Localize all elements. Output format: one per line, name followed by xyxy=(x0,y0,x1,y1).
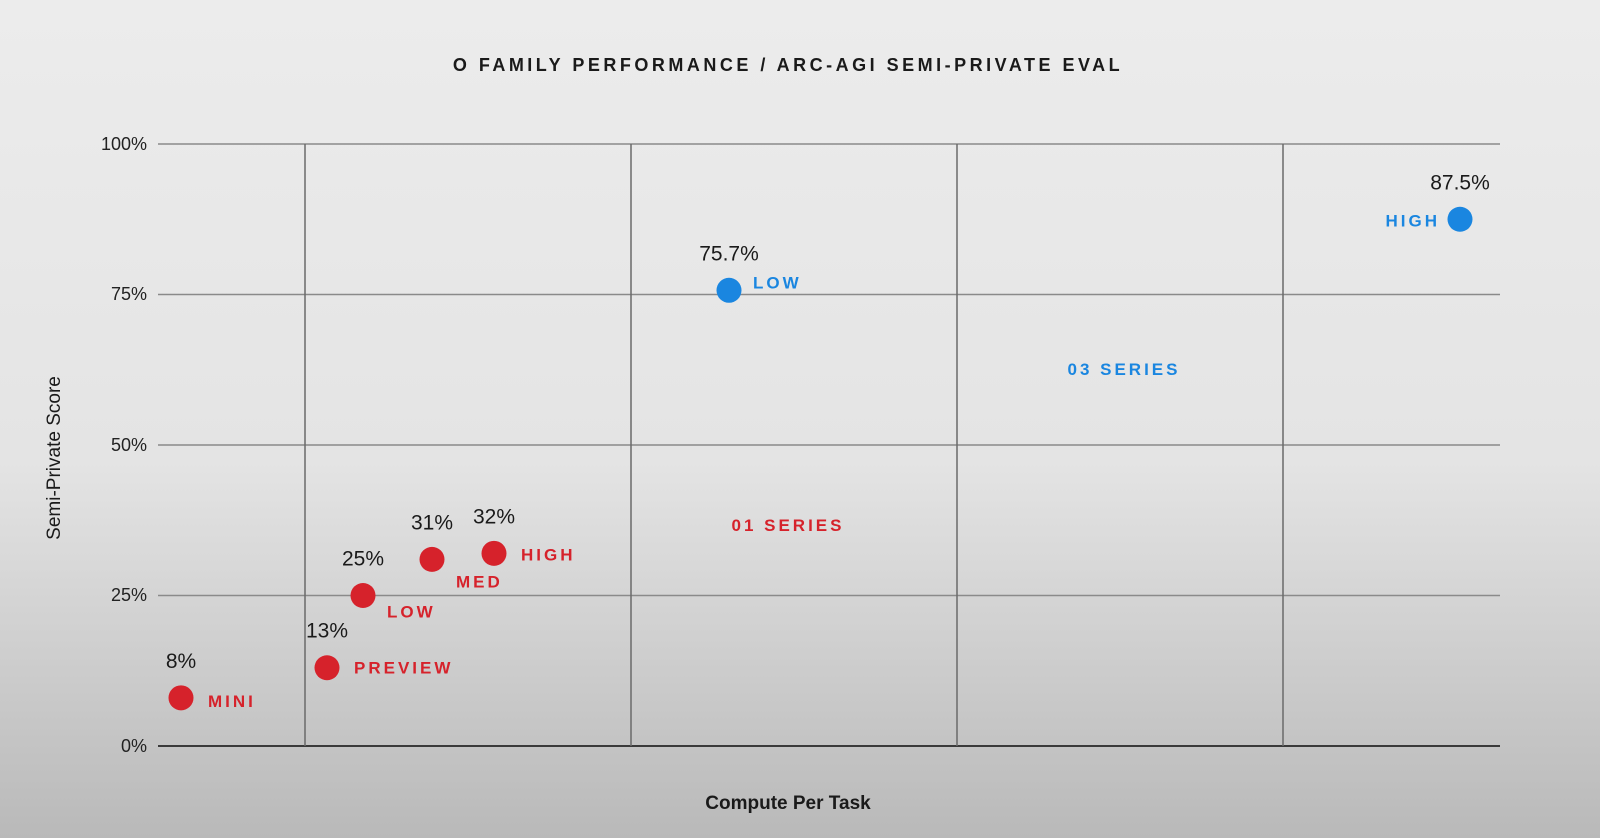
point-o1-med xyxy=(419,546,445,572)
value-label-o1-mini: 8% xyxy=(166,650,196,673)
point-o3-high xyxy=(1447,206,1473,232)
data-points: 8% MINI 13% PREVIEW 25% LOW 31% MED 32% HIGH 75.7%… xyxy=(166,171,1490,711)
point-tag-o1-med: MED xyxy=(456,572,503,591)
point-tag-o3-low: LOW xyxy=(753,273,802,292)
y-axis-label: Semi-Private Score xyxy=(44,376,65,540)
grid-lines xyxy=(158,143,1500,747)
value-label-o3-low: 75.7% xyxy=(699,242,759,265)
point-o3-low xyxy=(716,277,742,303)
point-o1-low xyxy=(350,583,376,608)
y-tick-label: 75% xyxy=(111,284,147,304)
y-tick-label: 50% xyxy=(111,435,147,455)
x-axis-label: Compute Per Task xyxy=(705,793,871,814)
y-tick-label: 100% xyxy=(101,134,147,154)
y-axis-ticks: 0% 25% 50% 75% 100% xyxy=(101,134,147,756)
point-tag-o1-low: LOW xyxy=(387,603,436,622)
y-tick-label: 25% xyxy=(111,585,147,605)
y-tick-label: 0% xyxy=(121,736,147,756)
point-o1-high xyxy=(481,540,507,566)
point-tag-o1-preview: PREVIEW xyxy=(354,659,453,678)
point-tag-o1-high: HIGH xyxy=(521,545,576,564)
point-tag-o1-mini: MINI xyxy=(208,692,256,711)
value-label-o3-high: 87.5% xyxy=(1430,171,1490,194)
value-label-o1-preview: 13% xyxy=(306,620,348,643)
series-label-o1: 01 SERIES xyxy=(732,516,845,535)
point-o1-preview xyxy=(314,655,340,681)
point-tag-o3-high: HIGH xyxy=(1386,211,1441,230)
series-label-o3: 03 SERIES xyxy=(1068,360,1181,379)
value-label-o1-med: 31% xyxy=(411,511,453,534)
point-o1-mini xyxy=(168,685,194,711)
value-label-o1-high: 32% xyxy=(473,505,515,528)
chart-title: O FAMILY PERFORMANCE / ARC-AGI SEMI-PRIV… xyxy=(453,55,1123,75)
value-label-o1-low: 25% xyxy=(342,548,384,571)
